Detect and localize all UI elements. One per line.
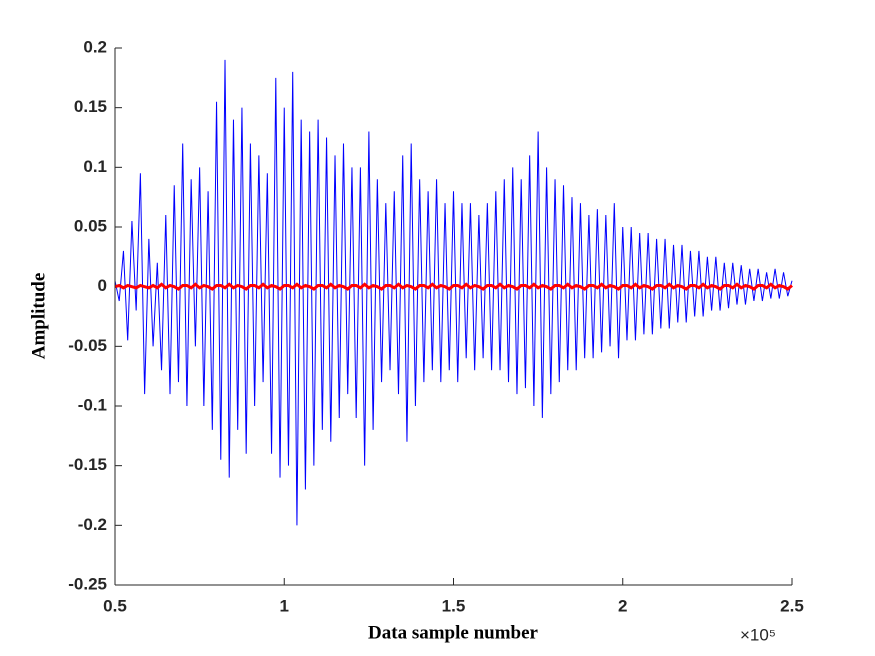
y-axis-label: Amplitude bbox=[28, 273, 49, 360]
x-exponent: ×10⁵ bbox=[740, 625, 776, 644]
x-tick-label: 2.5 bbox=[780, 596, 804, 615]
x-tick-label: 2 bbox=[618, 596, 627, 615]
y-tick-label: 0.05 bbox=[74, 216, 107, 235]
y-tick-label: 0.2 bbox=[83, 37, 107, 56]
x-tick-label: 0.5 bbox=[103, 596, 127, 615]
y-tick-label: -0.1 bbox=[78, 395, 107, 414]
y-tick-label: 0 bbox=[98, 276, 107, 295]
x-tick-label: 1.5 bbox=[442, 596, 466, 615]
y-tick-label: 0.15 bbox=[74, 97, 107, 116]
y-tick-label: -0.05 bbox=[68, 336, 107, 355]
y-tick-label: 0.1 bbox=[83, 157, 107, 176]
x-axis-label: Data sample number bbox=[368, 622, 539, 643]
data-line bbox=[114, 59, 793, 526]
y-tick-label: -0.25 bbox=[68, 574, 107, 593]
data-line bbox=[114, 282, 793, 291]
x-tick-label: 1 bbox=[280, 596, 289, 615]
y-tick-label: -0.2 bbox=[78, 515, 107, 534]
y-tick-label: -0.15 bbox=[68, 455, 107, 474]
